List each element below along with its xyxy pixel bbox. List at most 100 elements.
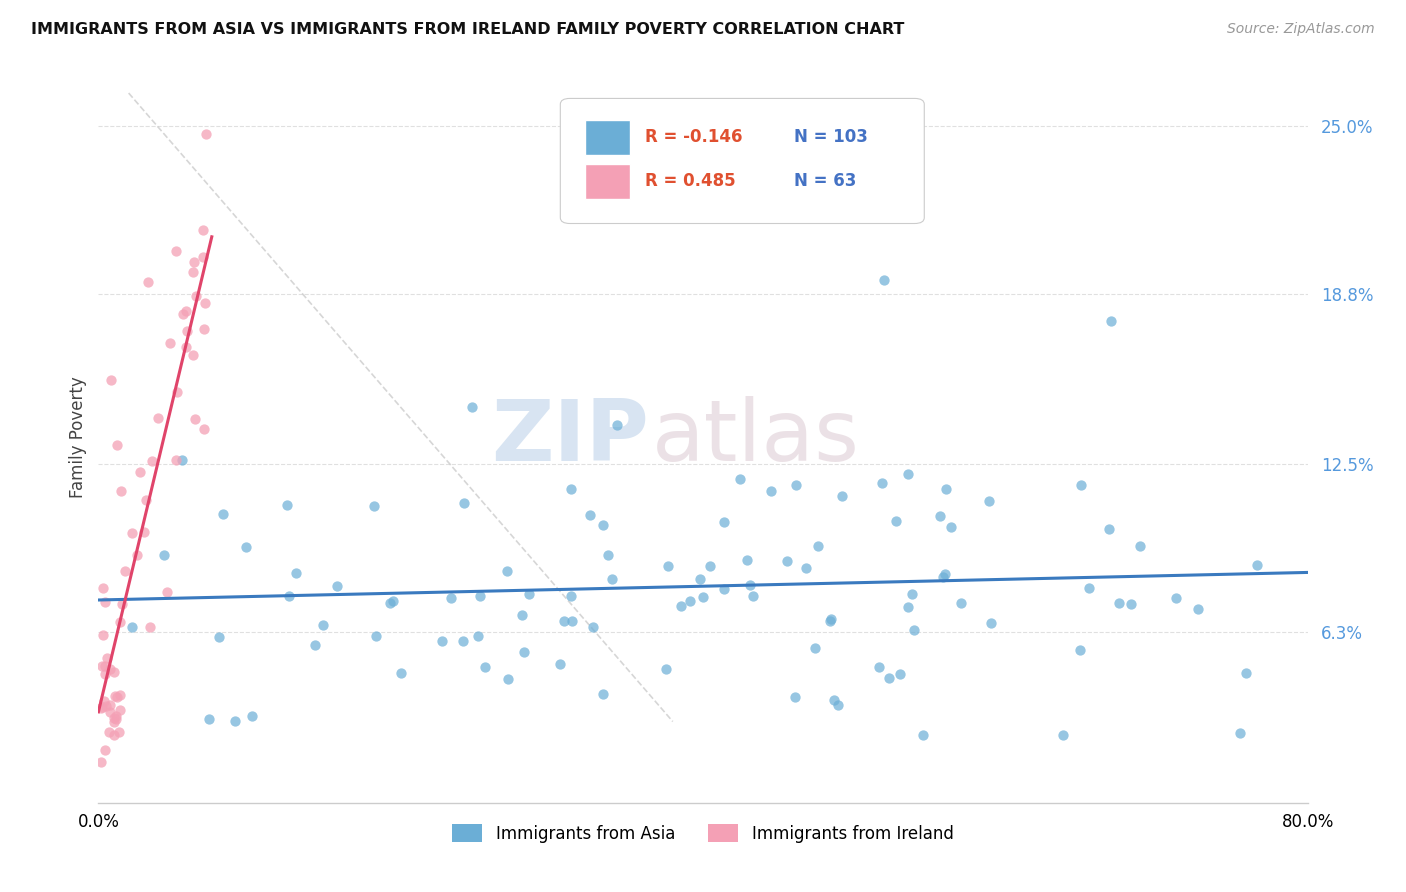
Point [934, 566, 956, 581]
Point [93, 659, 115, 673]
Point [679, 594, 702, 608]
Point [90, 699, 112, 714]
Point [699, 559, 721, 574]
FancyBboxPatch shape [561, 98, 924, 224]
Point [932, 570, 955, 584]
Point [129, 465, 152, 479]
Point [950, 596, 973, 610]
Point [868, 659, 890, 673]
Point [276, 499, 298, 513]
Point [172, 307, 194, 321]
Point [561, 614, 583, 628]
Point [1078, 581, 1101, 595]
Point [550, 657, 572, 671]
Point [553, 614, 575, 628]
Point [363, 499, 385, 513]
Point [121, 620, 143, 634]
Point [692, 591, 714, 605]
Point [100, 373, 122, 387]
Point [156, 585, 179, 599]
Text: N = 103: N = 103 [793, 128, 868, 146]
Point [912, 728, 935, 742]
Point [312, 618, 335, 632]
Point [689, 572, 711, 586]
Point [105, 690, 128, 705]
Point [889, 667, 911, 681]
Point [728, 472, 751, 486]
Point [496, 564, 519, 578]
Point [159, 336, 181, 351]
Text: atlas: atlas [652, 395, 860, 479]
Point [174, 340, 197, 354]
Point [94, 667, 117, 681]
Point [939, 519, 962, 533]
Point [90, 659, 112, 673]
Point [517, 587, 540, 601]
Point [935, 482, 957, 496]
Legend: Immigrants from Asia, Immigrants from Ireland: Immigrants from Asia, Immigrants from Ir… [446, 818, 960, 849]
Point [93, 694, 115, 708]
Point [380, 596, 402, 610]
Point [560, 482, 582, 496]
Point [121, 526, 143, 541]
Point [136, 275, 159, 289]
Point [193, 223, 215, 237]
Point [132, 525, 155, 540]
Point [111, 597, 134, 611]
Point [513, 645, 536, 659]
Point [1129, 539, 1152, 553]
Point [897, 467, 920, 481]
Point [740, 578, 762, 592]
Point [600, 573, 623, 587]
Point [1099, 313, 1122, 327]
Point [176, 324, 198, 338]
Point [108, 688, 131, 702]
Point [806, 539, 828, 553]
Point [1234, 666, 1257, 681]
Point [184, 289, 207, 303]
Point [114, 564, 136, 578]
Point [592, 688, 614, 702]
Point [1119, 597, 1142, 611]
Point [103, 728, 125, 742]
Point [96, 650, 118, 665]
Point [440, 591, 463, 606]
Point [183, 255, 205, 269]
Point [592, 517, 614, 532]
Point [579, 508, 602, 522]
Point [93, 742, 115, 756]
Point [172, 452, 194, 467]
Point [98, 706, 121, 720]
Point [104, 689, 127, 703]
Point [125, 549, 148, 563]
Text: R = 0.485: R = 0.485 [645, 172, 735, 190]
Point [903, 624, 925, 638]
Point [468, 589, 491, 603]
Point [208, 630, 231, 644]
Point [827, 698, 849, 712]
Point [94, 595, 117, 609]
Point [278, 590, 301, 604]
Point [195, 128, 218, 142]
Point [166, 384, 188, 399]
Point [467, 629, 489, 643]
Point [598, 548, 620, 562]
Point [98, 698, 121, 712]
Point [183, 265, 205, 279]
Point [193, 422, 215, 436]
Text: N = 63: N = 63 [793, 172, 856, 190]
Point [105, 438, 128, 452]
Point [1069, 643, 1091, 657]
Point [897, 599, 920, 614]
Point [110, 615, 132, 630]
Point [1098, 522, 1121, 536]
Point [831, 489, 853, 503]
Text: ZIP: ZIP [491, 395, 648, 479]
Point [138, 620, 160, 634]
Point [382, 593, 405, 607]
Point [1246, 558, 1268, 573]
Point [873, 273, 896, 287]
Point [735, 553, 758, 567]
Text: IMMIGRANTS FROM ASIA VS IMMIGRANTS FROM IRELAND FAMILY POVERTY CORRELATION CHART: IMMIGRANTS FROM ASIA VS IMMIGRANTS FROM … [31, 22, 904, 37]
Point [657, 558, 679, 573]
